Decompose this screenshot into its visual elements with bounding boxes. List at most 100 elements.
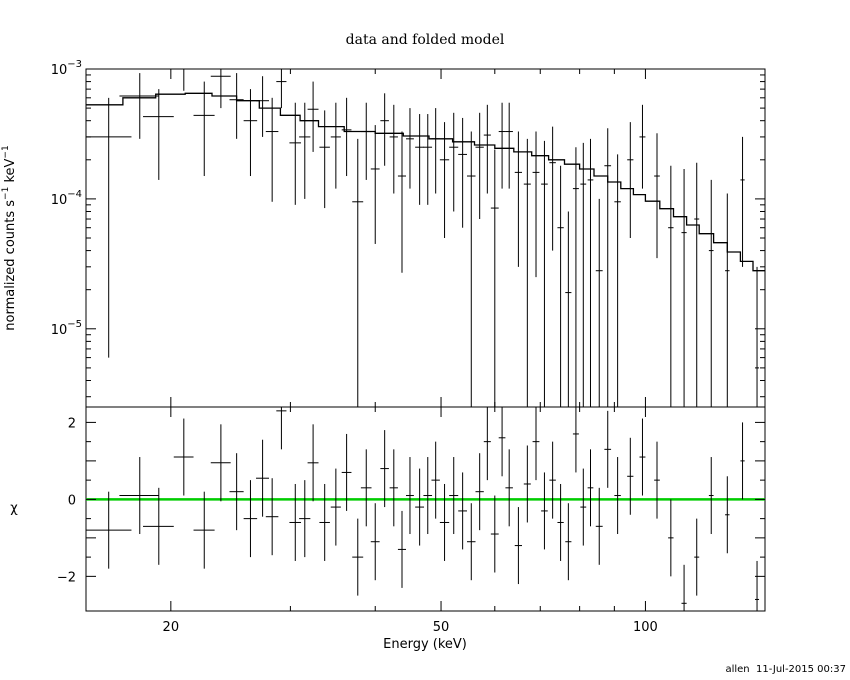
spectrum-point <box>498 102 506 189</box>
spectrum-point <box>319 110 330 209</box>
spectrum-y-tick-labels: 10−310−410−5 <box>51 59 82 338</box>
spectrum-point <box>614 154 621 407</box>
residuals-y-tick-label: 2 <box>68 416 76 431</box>
residual-point <box>549 441 556 519</box>
spectrum-point <box>210 69 231 109</box>
residuals-data-points <box>86 407 760 611</box>
residual-point <box>565 503 572 581</box>
footer-user: allen <box>725 664 749 675</box>
spectrum-point <box>681 168 687 407</box>
spectrum-point <box>523 138 531 407</box>
residual-point <box>173 418 194 496</box>
y-tick-label: 10−5 <box>51 319 82 338</box>
residuals-panel-frame <box>85 406 766 612</box>
spectrum-point <box>389 104 398 194</box>
spectrum-point <box>587 138 594 407</box>
residual-point <box>595 487 603 565</box>
residual-point <box>557 483 564 561</box>
residual-point <box>352 518 364 596</box>
spectrum-point <box>565 211 572 407</box>
spectrum-point <box>229 73 244 139</box>
y-tick-base: 10 <box>51 323 68 338</box>
spectrum-point <box>514 131 523 267</box>
ylabel-part-main: normalized counts s <box>3 200 18 331</box>
residual-point <box>668 499 674 577</box>
residual-point <box>490 495 499 573</box>
spectrum-point <box>143 89 174 180</box>
spectrum-panel-frame <box>85 68 766 408</box>
spectrum-point <box>439 122 450 238</box>
ylabel-part-exp2: −1 <box>1 145 11 158</box>
footer-timestamp: 11-Jul-2015 00:37 <box>756 664 846 675</box>
residual-point <box>639 418 646 496</box>
spectrum-point <box>475 112 484 220</box>
residual-point <box>708 457 714 535</box>
spectrum-point <box>119 73 159 139</box>
chart-title: data and folded model <box>346 32 505 48</box>
spectrum-point <box>256 76 269 137</box>
spectrum-point <box>341 97 352 177</box>
y-tick-base: 10 <box>51 193 68 208</box>
spectrum-point <box>580 142 587 407</box>
spectrum-point <box>276 69 287 109</box>
residual-point <box>276 407 287 450</box>
residual-point <box>681 564 687 611</box>
spectrum-point <box>627 122 634 238</box>
residual-point <box>694 518 700 596</box>
spectrum-point <box>265 97 279 202</box>
residual-point <box>654 441 660 519</box>
spectrum-point <box>639 104 646 189</box>
x-tick-label: 50 <box>433 620 450 635</box>
residual-point <box>532 407 540 481</box>
spectrum-point <box>86 97 132 358</box>
residual-point <box>330 468 341 546</box>
spectrum-point <box>330 102 341 189</box>
residual-point <box>423 457 433 535</box>
spectrum-point <box>370 125 380 244</box>
residual-point <box>587 449 594 527</box>
residuals-ticks <box>86 407 765 611</box>
spectrum-point <box>668 165 674 407</box>
residual-point <box>541 472 548 550</box>
spectrum-point <box>755 266 760 407</box>
y-tick-label: 10−3 <box>51 59 82 78</box>
spectrum-point <box>654 133 660 259</box>
y-tick-exponent: −4 <box>67 189 82 200</box>
residual-point <box>299 480 311 558</box>
x-axis-label: Energy (keV) <box>383 637 467 652</box>
residual-point <box>265 478 279 556</box>
residual-point <box>466 503 476 581</box>
spectrum-point <box>466 131 476 407</box>
spectrum-point <box>740 136 745 267</box>
residual-point <box>397 510 407 588</box>
residual-point <box>572 407 579 473</box>
spectrum-point <box>193 81 215 177</box>
residual-point <box>523 445 531 523</box>
spectrum-point <box>423 114 433 205</box>
residual-point <box>498 407 506 477</box>
spectrum-point <box>490 149 499 407</box>
residual-point <box>307 424 319 502</box>
spectrum-point <box>505 102 513 189</box>
residual-point <box>725 476 730 554</box>
spectrum-point <box>694 162 700 407</box>
spectrum-ticks <box>86 68 765 407</box>
residual-point <box>86 491 132 569</box>
spectrum-point <box>360 102 372 180</box>
residual-point <box>193 491 215 569</box>
spectrum-point <box>725 193 730 407</box>
residual-point <box>475 453 484 531</box>
spectrum-point <box>397 131 407 273</box>
spectrum-point <box>173 68 194 91</box>
residual-point <box>389 449 398 527</box>
residuals-y-tick-label: −2 <box>57 570 76 585</box>
residual-point <box>319 483 330 561</box>
residual-point <box>458 472 467 550</box>
spectrum-point <box>532 131 540 278</box>
residuals-y-tick-label: 0 <box>68 493 76 508</box>
y-tick-exponent: −5 <box>67 319 82 330</box>
residual-point <box>614 457 621 535</box>
